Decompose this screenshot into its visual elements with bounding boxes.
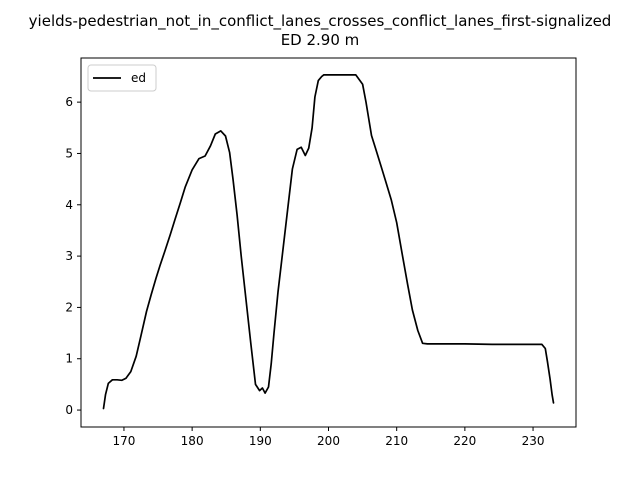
y-axis: 0 1 2 3 4 5 6	[65, 95, 81, 417]
y-tick-label: 4	[65, 198, 73, 212]
y-tick-label: 5	[65, 146, 73, 160]
y-tick-label: 0	[65, 403, 73, 417]
x-tick-label: 210	[385, 434, 408, 448]
plot-area	[102, 74, 555, 410]
chart-title: yields-pedestrian_not_in_conflict_lanes_…	[28, 12, 612, 30]
x-tick-label: 190	[249, 434, 272, 448]
legend: ed	[87, 64, 157, 92]
legend-label: ed	[131, 71, 146, 85]
y-tick-label: 2	[65, 300, 73, 314]
x-tick-label: 180	[181, 434, 204, 448]
x-tick-label: 170	[113, 434, 136, 448]
axes-frame	[80, 57, 577, 428]
x-axis: 170 180 190 200 210 220 230	[113, 427, 545, 448]
x-tick-label: 230	[522, 434, 545, 448]
x-tick-label: 200	[317, 434, 340, 448]
y-tick-label: 1	[65, 352, 73, 366]
y-tick-label: 3	[65, 249, 73, 263]
x-tick-label: 220	[453, 434, 476, 448]
legend-box	[87, 64, 157, 92]
series-line-ed	[102, 74, 555, 410]
y-tick-label: 6	[65, 95, 73, 109]
chart-subtitle: ED 2.90 m	[280, 31, 360, 49]
